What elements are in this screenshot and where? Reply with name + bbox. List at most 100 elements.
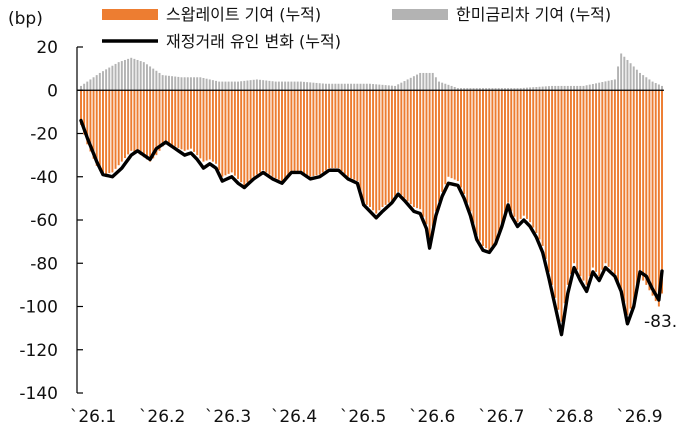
swap-rate-bar <box>123 90 126 159</box>
rate-gap-bar <box>290 81 293 91</box>
rate-gap-bar <box>434 77 437 91</box>
legend-label-arbitrage-incentive: 재정거래 유인 변화 (누적) <box>166 32 341 51</box>
rate-gap-bar <box>183 77 186 91</box>
rate-gap-bar <box>384 85 387 91</box>
swap-rate-bar <box>315 90 318 176</box>
rate-gap-bar <box>657 84 660 91</box>
swap-rate-bar <box>230 90 233 173</box>
swap-rate-bar <box>202 90 205 162</box>
rate-gap-bar <box>120 61 123 91</box>
swap-rate-bar <box>425 90 428 225</box>
swap-rate-bar <box>482 90 484 246</box>
swap-rate-bar <box>475 90 478 236</box>
rate-gap-bar <box>447 84 450 91</box>
swap-rate-bar <box>255 90 258 175</box>
swap-rate-bar <box>199 90 202 159</box>
swap-rate-bar <box>642 90 645 281</box>
x-tick-label: `26.7 <box>478 407 524 427</box>
swap-rate-bar <box>525 90 528 219</box>
swap-rate-bar <box>409 90 412 205</box>
swap-rate-bar <box>240 90 243 183</box>
y-tick-label: -40 <box>30 168 58 188</box>
rate-gap-bar <box>353 83 356 91</box>
swap-rate-bar <box>569 90 572 275</box>
swap-rate-bar <box>544 90 547 259</box>
swap-rate-bar <box>450 90 453 179</box>
swap-rate-bar <box>645 90 648 285</box>
swap-rate-bar <box>130 90 133 151</box>
swap-rate-bar <box>469 90 472 212</box>
swap-rate-bar <box>114 90 117 169</box>
rate-gap-bar <box>591 83 594 91</box>
swap-rate-bar <box>378 90 381 211</box>
rate-gap-bar <box>494 88 497 91</box>
swap-rate-bar <box>149 90 152 162</box>
swap-rate-bar <box>158 90 161 151</box>
x-tick-label: `26.6 <box>409 407 455 427</box>
rate-gap-bar <box>343 83 346 91</box>
swap-rate-bar <box>573 90 576 264</box>
swap-rate-bar <box>466 90 469 203</box>
rate-gap-bar <box>334 83 337 91</box>
swap-rate-bar <box>350 90 353 179</box>
rate-gap-bar <box>504 88 506 91</box>
rate-gap-bar <box>102 71 104 91</box>
rate-gap-bar <box>95 75 98 91</box>
rate-gap-bar <box>89 79 92 91</box>
swap-rate-bar <box>139 90 142 156</box>
rate-gap-bar <box>268 80 271 91</box>
swap-rate-bar <box>86 90 89 145</box>
swap-rate-bar <box>318 90 321 175</box>
swap-rate-bar <box>629 90 632 309</box>
rate-gap-bar <box>177 76 180 91</box>
legend-swatch-rate-gap <box>392 9 448 20</box>
swap-rate-bar <box>274 90 277 179</box>
end-value-annotation: -83.6 <box>644 312 676 332</box>
swap-rate-bar <box>400 90 403 196</box>
rate-gap-bar <box>331 83 334 91</box>
swap-rate-bar <box>193 90 196 152</box>
rate-gap-bar <box>450 85 453 91</box>
rate-gap-bar <box>482 88 484 91</box>
rate-gap-bar <box>607 80 610 91</box>
rate-gap-bar <box>651 81 654 91</box>
rate-gap-bar <box>324 83 327 91</box>
rate-gap-bar <box>538 86 541 91</box>
rate-gap-bar <box>441 82 444 91</box>
rate-gap-bar <box>648 79 651 91</box>
swap-rate-bar <box>92 90 95 159</box>
swap-rate-bar <box>397 90 400 192</box>
swap-rate-bar <box>183 90 186 151</box>
rate-gap-bar <box>491 88 494 91</box>
swap-rate-bar <box>287 90 290 176</box>
rate-gap-bar <box>372 84 375 91</box>
swap-rate-bar <box>610 90 613 271</box>
rate-gap-bar <box>299 81 302 91</box>
rate-gap-bar <box>579 85 582 91</box>
rate-gap-bar <box>438 81 440 91</box>
swap-rate-bar <box>513 90 516 217</box>
swap-rate-bar <box>406 90 409 202</box>
rate-gap-bar <box>582 85 585 91</box>
swap-rate-bar <box>381 90 384 208</box>
rate-gap-bar <box>350 83 353 91</box>
x-tick-label: `26.4 <box>271 407 317 427</box>
y-tick-label: 0 <box>47 81 58 101</box>
swap-rate-bar <box>507 90 510 203</box>
x-axis-ticks: `26.1 `26.2 `26.3 `26.4 `26.5 `26.6 `26.7 `26.8… <box>70 407 663 427</box>
swap-rate-bar <box>95 90 98 166</box>
swap-rate-bar <box>277 90 280 180</box>
swap-rate-bar <box>324 90 327 171</box>
swap-rate-bar <box>152 90 155 159</box>
rate-gap-bar <box>598 82 601 91</box>
swap-rate-bar <box>547 90 550 272</box>
rate-gap-bar <box>394 85 397 91</box>
rate-gap-bars <box>80 53 663 91</box>
swap-rate-bar <box>478 90 481 241</box>
swap-rate-bar <box>337 90 340 169</box>
swap-rate-bar <box>249 90 252 180</box>
y-tick-label: -120 <box>19 341 58 361</box>
rate-gap-bar <box>318 83 321 91</box>
swap-rate-bar <box>617 90 620 282</box>
rate-gap-bar <box>485 88 488 91</box>
